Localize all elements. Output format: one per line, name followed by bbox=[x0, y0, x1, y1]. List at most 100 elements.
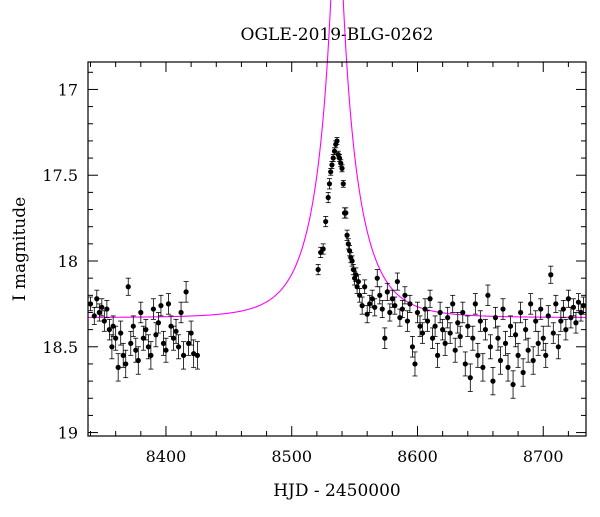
data-point bbox=[447, 322, 453, 344]
data-point bbox=[340, 179, 346, 188]
data-point bbox=[530, 346, 536, 375]
point-marker bbox=[414, 309, 421, 316]
point-marker bbox=[409, 344, 416, 350]
point-marker bbox=[394, 278, 400, 285]
data-point bbox=[450, 294, 456, 313]
point-marker bbox=[467, 375, 473, 381]
data-point bbox=[163, 337, 169, 363]
data-point bbox=[315, 264, 321, 276]
point-marker bbox=[427, 296, 433, 302]
point-marker bbox=[118, 330, 124, 336]
point-marker bbox=[545, 313, 551, 319]
data-point bbox=[507, 315, 514, 337]
point-marker bbox=[326, 181, 333, 187]
data-point bbox=[153, 322, 159, 348]
point-marker bbox=[437, 309, 443, 316]
point-marker bbox=[160, 340, 167, 346]
data-point bbox=[422, 298, 428, 320]
point-marker bbox=[492, 315, 499, 321]
point-marker bbox=[538, 306, 544, 312]
point-marker bbox=[472, 301, 478, 307]
data-point bbox=[339, 164, 345, 173]
data-point bbox=[520, 358, 526, 387]
data-point bbox=[170, 325, 177, 351]
point-marker bbox=[512, 332, 519, 338]
data-point bbox=[492, 306, 499, 329]
point-marker bbox=[148, 352, 154, 358]
data-point bbox=[543, 342, 549, 368]
data-point bbox=[558, 310, 564, 332]
point-marker bbox=[520, 369, 526, 376]
point-marker bbox=[505, 364, 511, 370]
data-point bbox=[109, 334, 115, 360]
data-point bbox=[553, 294, 559, 313]
data-point bbox=[320, 243, 326, 255]
point-marker bbox=[402, 292, 408, 298]
data-point bbox=[148, 341, 154, 370]
data-point bbox=[570, 298, 577, 317]
point-marker bbox=[115, 364, 121, 370]
point-marker bbox=[389, 296, 395, 302]
point-marker bbox=[133, 347, 139, 353]
point-marker bbox=[94, 296, 100, 302]
point-marker bbox=[140, 335, 146, 341]
data-point bbox=[407, 294, 413, 313]
data-point bbox=[343, 207, 349, 219]
point-marker bbox=[580, 303, 587, 309]
data-point bbox=[475, 342, 481, 368]
data-point bbox=[580, 296, 587, 315]
data-point bbox=[130, 315, 136, 337]
data-point bbox=[465, 315, 471, 337]
point-marker bbox=[422, 306, 428, 312]
point-marker bbox=[113, 335, 119, 341]
data-point bbox=[452, 337, 458, 363]
point-marker bbox=[99, 304, 105, 310]
data-point bbox=[550, 322, 556, 344]
point-marker bbox=[445, 315, 451, 321]
point-marker bbox=[399, 306, 405, 312]
point-marker bbox=[462, 361, 468, 367]
x-tick-label: 8600 bbox=[397, 447, 438, 466]
data-point bbox=[510, 370, 516, 399]
x-tick-label: 8400 bbox=[146, 447, 187, 466]
data-point bbox=[445, 306, 451, 329]
x-tick-label: 8700 bbox=[523, 447, 564, 466]
point-marker bbox=[387, 309, 393, 316]
data-point bbox=[91, 306, 97, 325]
data-point bbox=[326, 178, 333, 190]
point-marker bbox=[163, 347, 169, 353]
data-point bbox=[518, 301, 524, 324]
chart-title: OGLE-2019-BLG-0262 bbox=[241, 25, 434, 45]
point-marker bbox=[507, 323, 514, 329]
point-marker bbox=[101, 318, 107, 324]
point-marker bbox=[109, 344, 115, 350]
data-point bbox=[477, 310, 483, 332]
data-point bbox=[379, 300, 385, 319]
point-marker bbox=[130, 323, 136, 329]
point-marker bbox=[173, 328, 179, 334]
data-point bbox=[325, 191, 331, 204]
data-point bbox=[382, 327, 388, 349]
point-marker bbox=[480, 364, 486, 370]
point-marker bbox=[320, 246, 326, 252]
data-point bbox=[495, 325, 501, 351]
point-marker bbox=[323, 218, 329, 225]
data-point bbox=[419, 322, 426, 344]
data-point bbox=[128, 330, 134, 356]
point-marker bbox=[407, 301, 413, 307]
plot-area bbox=[87, 0, 587, 399]
data-point bbox=[168, 315, 174, 337]
data-point bbox=[175, 334, 182, 360]
plot-frame bbox=[87, 61, 587, 437]
data-point bbox=[387, 303, 393, 322]
data-point bbox=[487, 334, 494, 360]
point-marker bbox=[553, 301, 559, 307]
point-marker bbox=[417, 323, 423, 329]
point-marker bbox=[392, 303, 398, 309]
data-point bbox=[535, 330, 541, 356]
data-point bbox=[133, 337, 139, 363]
point-marker bbox=[353, 272, 359, 278]
point-marker bbox=[419, 330, 426, 336]
